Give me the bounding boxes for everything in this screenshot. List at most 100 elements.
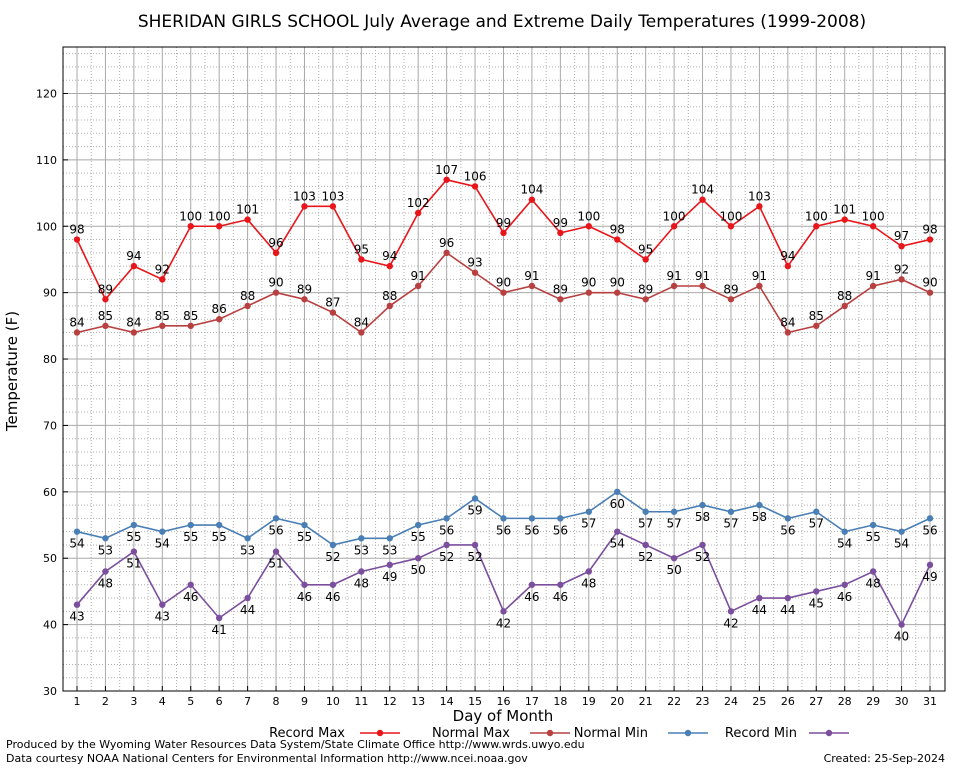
record-max-point <box>642 256 649 263</box>
normal-min-value-label: 57 <box>809 517 824 531</box>
record-min-point <box>187 581 194 588</box>
normal-min-point <box>130 521 138 529</box>
normal-min-point <box>926 515 934 522</box>
record-min-point <box>926 561 934 569</box>
normal-min-point <box>386 535 393 542</box>
legend: Record Max Normal Max Normal Min Record Min <box>269 726 849 741</box>
normal-max-value-label: 90 <box>610 276 625 290</box>
normal-max-point <box>130 329 138 336</box>
normal-max-point <box>73 329 81 336</box>
normal-max-value-label: 84 <box>126 315 141 329</box>
x-axis-label: Day of Month <box>453 707 554 725</box>
record-min-value-label: 43 <box>69 610 84 624</box>
record-min-value-label: 43 <box>155 610 170 624</box>
normal-min-point <box>557 515 564 522</box>
normal-min-point <box>642 508 649 515</box>
record-min-point <box>699 541 706 549</box>
normal-min-point <box>528 515 536 522</box>
record-max-point <box>329 203 337 210</box>
normal-max-point <box>528 282 536 290</box>
record-min-point <box>471 541 479 549</box>
normal-min-point <box>329 541 337 549</box>
normal-max-value-label: 90 <box>496 276 511 290</box>
y-tick-label: 100 <box>36 220 57 233</box>
record-max-value-label: 103 <box>321 189 344 203</box>
record-max-point <box>926 236 934 243</box>
normal-max-value-label: 87 <box>325 296 340 310</box>
normal-min-point <box>443 515 450 522</box>
normal-min-point <box>187 521 194 529</box>
normal-min-value-label: 56 <box>922 523 937 537</box>
record-max-value-label: 103 <box>748 189 771 203</box>
record-min-point <box>784 594 792 602</box>
record-min-point <box>756 594 763 602</box>
record-max-value-label: 100 <box>179 209 202 223</box>
normal-max-value-label: 92 <box>894 262 909 276</box>
normal-max-value-label: 84 <box>354 315 369 329</box>
normal-max-point <box>557 296 564 303</box>
normal-max-point <box>272 289 280 296</box>
y-tick-label: 80 <box>43 353 57 366</box>
record-max-value-label: 107 <box>435 163 458 177</box>
record-max-point <box>841 216 848 223</box>
record-min-point <box>642 541 649 549</box>
normal-max-value-label: 85 <box>183 309 198 323</box>
record-min-value-label: 49 <box>922 570 937 584</box>
record-min-value-label: 46 <box>325 590 340 604</box>
x-tick-label: 8 <box>273 695 280 708</box>
record-max-point <box>898 242 905 250</box>
record-max-point <box>756 203 763 210</box>
normal-max-point <box>500 289 507 296</box>
normal-max-point <box>415 282 422 290</box>
normal-min-value-label: 56 <box>780 523 795 537</box>
record-max-value-label: 106 <box>464 169 487 183</box>
record-min-value-label: 49 <box>382 570 397 584</box>
record-min-point <box>813 588 820 595</box>
normal-min-point <box>898 528 905 535</box>
x-tick-label: 22 <box>667 695 681 708</box>
normal-max-point <box>898 276 905 283</box>
record-max-point <box>130 262 138 270</box>
record-max-point <box>272 249 280 257</box>
record-max-point <box>443 176 450 183</box>
x-tick-label: 11 <box>354 695 368 708</box>
x-tick-label: 29 <box>866 695 880 708</box>
record-max-point <box>73 236 81 243</box>
normal-min-value-label: 55 <box>297 530 312 544</box>
normal-max-value-label: 89 <box>638 282 653 296</box>
legend-marker-normal-min <box>684 729 692 737</box>
record-max-value-label: 95 <box>354 242 369 256</box>
record-max-value-label: 98 <box>69 223 84 237</box>
normal-min-point <box>415 521 422 529</box>
record-max-point <box>869 223 877 230</box>
normal-min-point <box>102 535 109 542</box>
record-min-point <box>73 601 81 608</box>
normal-max-point <box>699 282 706 290</box>
record-max-value-label: 94 <box>126 249 141 263</box>
normal-max-point <box>159 322 166 330</box>
x-tick-label: 9 <box>301 695 308 708</box>
series-layer <box>73 176 934 628</box>
record-min-point <box>528 581 536 588</box>
normal-max-value-label: 85 <box>809 309 824 323</box>
legend-marker-record-min <box>825 729 833 737</box>
record-min-value-label: 51 <box>126 557 141 571</box>
record-min-point <box>386 561 393 569</box>
record-min-value-label: 52 <box>695 550 710 564</box>
normal-max-value-label: 89 <box>553 282 568 296</box>
normal-max-point <box>215 316 223 323</box>
normal-min-value-label: 58 <box>695 510 710 524</box>
record-max-value-label: 100 <box>208 209 231 223</box>
normal-min-value-label: 53 <box>240 543 255 557</box>
normal-min-value-label: 55 <box>183 530 198 544</box>
record-min-value-label: 50 <box>411 563 426 577</box>
x-tick-label: 15 <box>468 695 482 708</box>
normal-min-value-label: 60 <box>610 497 625 511</box>
y-tick-label: 120 <box>36 87 57 100</box>
normal-min-value-label: 57 <box>581 517 596 531</box>
normal-min-point <box>841 528 848 535</box>
record-max-point <box>727 223 735 230</box>
record-max-point <box>614 236 621 243</box>
